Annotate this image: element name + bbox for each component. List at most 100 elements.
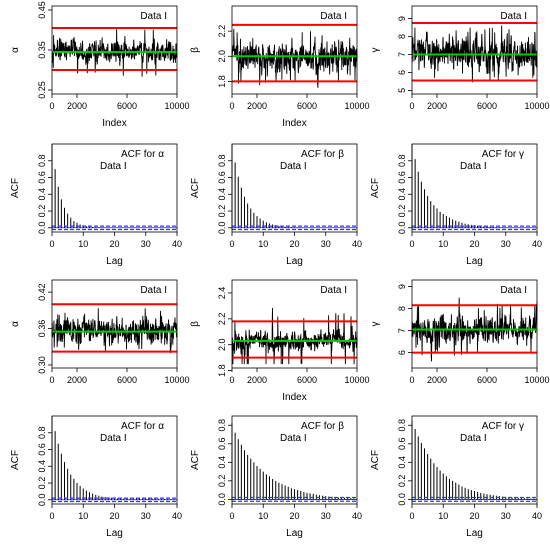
plot-frame xyxy=(51,279,178,369)
y-tick-label: 7 xyxy=(397,52,407,57)
x-tick-label: 10 xyxy=(438,239,448,249)
x-tick-label: 30 xyxy=(141,239,151,249)
x-tick-label: 20 xyxy=(289,239,299,249)
x-tick-label: 6000 xyxy=(477,375,497,385)
acf-subtitle: Data I xyxy=(100,161,127,172)
x-tick-label: 40 xyxy=(532,239,542,249)
panel-1: Data I 0 2000 6000 10000 0.25 0.35 0.45 α Index xyxy=(10,1,190,129)
trace-series xyxy=(231,28,358,88)
acf-title: ACF for γ xyxy=(482,149,524,160)
y-tick-label: 0.36 xyxy=(37,320,47,338)
x-tick-label: 0 xyxy=(409,511,414,521)
y-axis-label: ACF xyxy=(190,450,201,470)
y-tick-label: 1.8 xyxy=(217,75,227,88)
acf-subtitle: Data I xyxy=(100,433,127,444)
acf-subtitle: Data I xyxy=(460,433,487,444)
x-axis-label: Index xyxy=(102,118,126,129)
x-tick-label: 40 xyxy=(352,239,362,249)
y-tick-label: 6 xyxy=(397,70,407,75)
plot-frame xyxy=(231,279,358,369)
y-axis-label: γ xyxy=(370,48,381,53)
x-tick-label: 10000 xyxy=(344,375,369,385)
x-tick-label: 2000 xyxy=(427,101,447,111)
x-tick-label: 10 xyxy=(438,511,448,521)
acf-subtitle: Data I xyxy=(280,433,307,444)
x-tick-label: 0 xyxy=(229,101,234,111)
x-tick-label: 0 xyxy=(409,239,414,249)
y-tick-label: 0.6 xyxy=(37,443,47,456)
x-tick-label: 40 xyxy=(172,511,182,521)
panel-3: Data I 0 2000 6000 10000 5 6 7 8 9 γ xyxy=(370,5,550,111)
acf-title: ACF for α xyxy=(121,421,164,432)
x-tick-label: 2000 xyxy=(427,375,447,385)
x-tick-label: 30 xyxy=(141,511,151,521)
panel-9: Data I 0 2000 6000 10000 6 7 8 9 γ xyxy=(370,279,550,385)
y-tick-label: 0.8 xyxy=(397,155,407,168)
y-axis-label: α xyxy=(10,47,21,53)
y-tick-label: 0.2 xyxy=(37,477,47,490)
y-tick-label: 0.2 xyxy=(37,205,47,218)
y-tick-label: 2.4 xyxy=(217,287,227,300)
plot-frame xyxy=(51,143,178,233)
y-tick-label: 0.30 xyxy=(37,356,47,374)
panel-8: Data I 0 2000 6000 10000 1.8 2.0 2.2 2.4 β Index xyxy=(190,279,370,403)
x-tick-label: 30 xyxy=(321,511,331,521)
y-tick-label: 0.2 xyxy=(397,475,407,488)
x-tick-label: 20 xyxy=(109,239,119,249)
trace-series xyxy=(51,308,178,354)
x-tick-label: 0 xyxy=(229,375,234,385)
y-tick-label: 0.35 xyxy=(37,41,47,59)
x-tick-label: 0 xyxy=(49,101,54,111)
y-tick-label: 0.8 xyxy=(37,155,47,168)
y-axis-label: ACF xyxy=(190,178,201,198)
x-tick-label: 0 xyxy=(409,375,414,385)
y-tick-label: 0.2 xyxy=(397,205,407,218)
y-tick-label: 2.2 xyxy=(217,25,227,38)
x-tick-label: 6000 xyxy=(477,101,497,111)
y-tick-label: 0.6 xyxy=(217,438,227,451)
y-axis-label: ACF xyxy=(370,450,381,470)
trace-label: Data I xyxy=(140,285,167,296)
y-tick-label: 0.2 xyxy=(217,205,227,218)
y-axis-label: γ xyxy=(370,322,381,327)
y-axis-label: ACF xyxy=(370,178,381,198)
x-tick-label: 6000 xyxy=(297,101,317,111)
y-tick-label: 6 xyxy=(397,350,407,355)
x-tick-label: 6000 xyxy=(117,375,137,385)
trace-label: Data I xyxy=(320,11,347,22)
x-tick-label: 0 xyxy=(49,511,54,521)
y-axis-label: α xyxy=(10,321,21,327)
x-tick-label: 10 xyxy=(258,511,268,521)
x-tick-label: 30 xyxy=(321,239,331,249)
y-tick-label: 0.0 xyxy=(37,222,47,235)
y-tick-label: 0.0 xyxy=(217,493,227,506)
acf-title: ACF for α xyxy=(121,149,164,160)
x-tick-label: 20 xyxy=(469,239,479,249)
trace-series xyxy=(411,25,538,83)
y-tick-label: 0.8 xyxy=(217,155,227,168)
y-tick-label: 0.0 xyxy=(37,494,47,507)
y-tick-label: 0.6 xyxy=(397,438,407,451)
x-tick-label: 10000 xyxy=(164,375,189,385)
y-tick-label: 0.4 xyxy=(37,188,47,201)
x-tick-label: 6000 xyxy=(297,375,317,385)
y-tick-label: 0.2 xyxy=(217,475,227,488)
y-tick-label: 0.8 xyxy=(37,427,47,440)
plot-frame xyxy=(51,415,178,505)
y-tick-label: 7 xyxy=(397,328,407,333)
x-tick-label: 2000 xyxy=(247,101,267,111)
y-axis-label: ACF xyxy=(10,450,21,470)
acf-subtitle: Data I xyxy=(460,161,487,172)
plot-frame xyxy=(411,279,538,369)
x-tick-label: 20 xyxy=(469,511,479,521)
plot-frame xyxy=(411,415,538,505)
x-tick-label: 40 xyxy=(532,511,542,521)
acf-title: ACF for γ xyxy=(482,421,524,432)
y-tick-label: 0.8 xyxy=(397,419,407,432)
y-tick-label: 0.42 xyxy=(37,283,47,301)
x-tick-label: 10000 xyxy=(344,101,369,111)
x-tick-label: 0 xyxy=(229,239,234,249)
